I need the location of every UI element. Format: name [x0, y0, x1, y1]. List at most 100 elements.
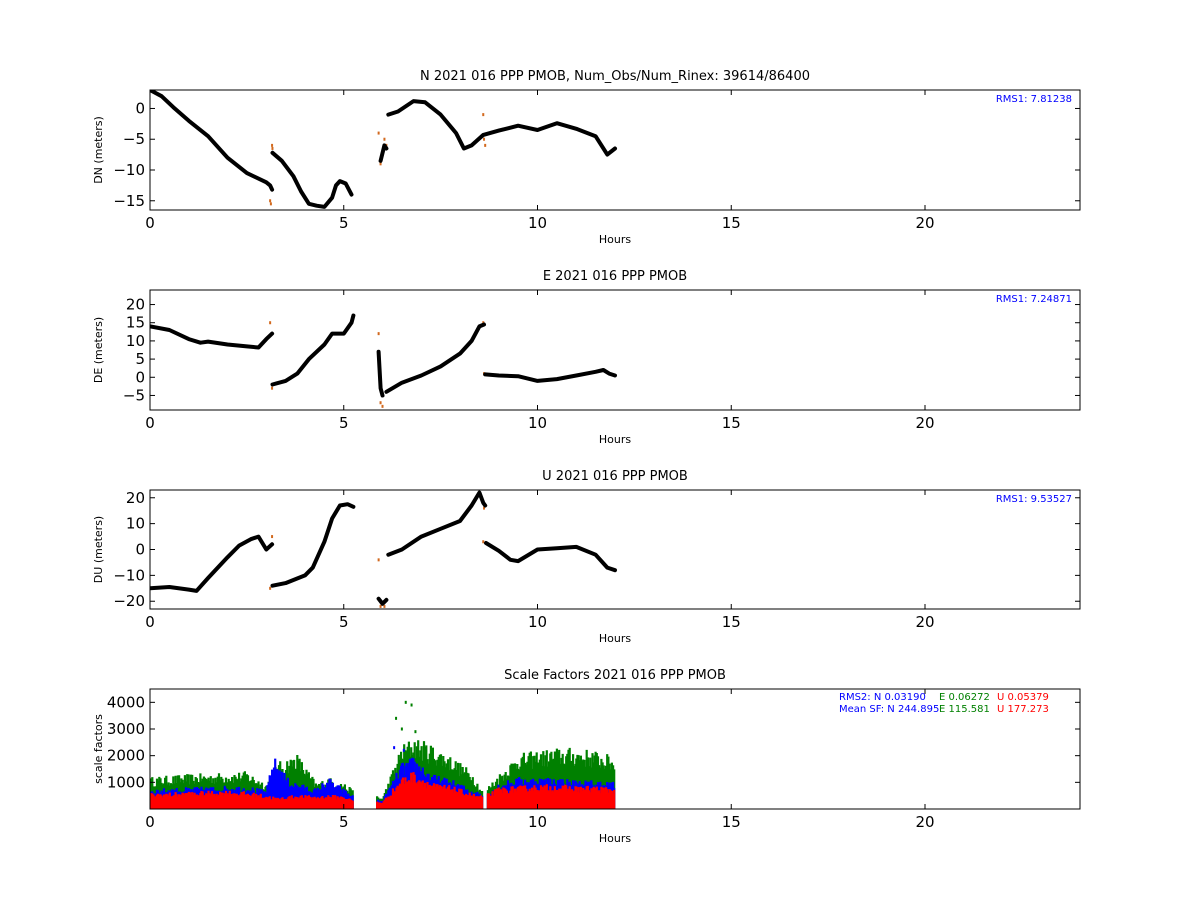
y-axis-label: scale factors: [92, 714, 105, 784]
y-tick-label: −5: [123, 130, 145, 148]
x-tick-label: 15: [722, 214, 741, 232]
x-tick-label: 15: [722, 414, 741, 432]
y-tick-label: −15: [113, 192, 145, 210]
y-tick-label: −10: [113, 566, 145, 584]
y-tick-label: −5: [123, 386, 145, 404]
outlier-point: [269, 199, 272, 203]
plot-frame: [149, 489, 1081, 610]
outlier-point: [379, 162, 382, 166]
x-tick-label: 0: [145, 414, 155, 432]
x-tick-label: 5: [339, 813, 349, 831]
y-tick-label: 15: [126, 314, 145, 332]
series-track: [376, 349, 385, 398]
y-tick-label: 0: [135, 368, 145, 386]
plot-data: [150, 90, 617, 209]
outlier-point: [269, 202, 272, 206]
series-track: [384, 322, 486, 394]
x-axis-label: Hours: [599, 832, 631, 845]
rms2-n: RMS2: N 0.03190: [839, 692, 926, 703]
outlier-point: [269, 321, 272, 325]
outlier-point: [383, 137, 386, 141]
outlier-point: [383, 604, 386, 608]
plot-data: [150, 490, 617, 608]
outlier-point: [393, 746, 396, 750]
outlier-point: [484, 143, 487, 147]
chart-title: Scale Factors 2021 016 PPP PMOB: [504, 668, 726, 683]
x-tick-label: 5: [339, 214, 349, 232]
y-tick-label: 10: [126, 332, 145, 350]
y-tick-label: 0: [135, 99, 145, 117]
outlier-point: [402, 748, 405, 752]
plot-data: [150, 700, 616, 809]
series-track: [376, 596, 389, 606]
y-tick-label: 5: [135, 350, 145, 368]
mean-sf-e: E 115.581: [939, 704, 990, 715]
chart-title: U 2021 016 PPP PMOB: [542, 469, 688, 484]
chart-title: E 2021 016 PPP PMOB: [543, 269, 687, 284]
series-track: [483, 368, 617, 383]
y-tick-label: −10: [113, 161, 145, 179]
y-axis-label: DE (meters): [92, 317, 105, 383]
y-tick-label: 10: [126, 515, 145, 533]
series-track: [386, 99, 617, 157]
outlier-point: [377, 131, 380, 135]
rms2-u: U 0.05379: [997, 692, 1049, 703]
y-tick-label: 2000: [107, 747, 145, 765]
outlier-point: [271, 143, 274, 147]
outlier-point: [269, 586, 272, 590]
x-tick-label: 20: [915, 613, 934, 631]
plot-frame: [149, 289, 1081, 411]
outlier-point: [483, 506, 486, 510]
y-axis-label: DN (meters): [92, 116, 105, 184]
outlier-point: [483, 137, 486, 141]
series-track: [270, 150, 354, 209]
series-track: [270, 502, 356, 588]
outlier-point: [400, 727, 403, 731]
scale-series-U: [150, 772, 616, 809]
y-tick-label: 20: [126, 489, 145, 507]
series-track: [150, 324, 275, 350]
y-tick-label: 4000: [107, 693, 145, 711]
y-tick-label: 20: [126, 296, 145, 314]
x-tick-label: 20: [915, 414, 934, 432]
outlier-point: [377, 332, 380, 336]
outlier-point: [271, 146, 274, 150]
series-track: [386, 490, 488, 557]
chart-panel-3: U 2021 016 PPP PMOB Hours DU (meters) 0 5 10 1…: [92, 469, 1081, 645]
outlier-point: [404, 700, 407, 704]
series-track: [150, 534, 275, 593]
x-tick-label: 0: [145, 214, 155, 232]
outlier-point: [381, 803, 384, 807]
x-tick-label: 20: [915, 214, 934, 232]
x-axis-label: Hours: [599, 233, 631, 246]
x-tick-label: 10: [528, 813, 547, 831]
rms2-e: E 0.06272: [939, 692, 990, 703]
x-tick-label: 5: [339, 613, 349, 631]
x-tick-label: 0: [145, 813, 155, 831]
outlier-point: [410, 703, 413, 707]
outlier-point: [482, 540, 485, 544]
rms-annotation: RMS1: 7.24871: [996, 294, 1072, 305]
x-tick-label: 10: [528, 613, 547, 631]
y-tick-label: 1000: [107, 773, 145, 791]
outlier-point: [395, 716, 398, 720]
plot-frame: [149, 89, 1081, 211]
plot-frame: [149, 688, 1081, 810]
outlier-point: [377, 558, 380, 562]
plot-data: [150, 313, 617, 408]
y-tick-label: 0: [135, 541, 145, 559]
outlier-point: [379, 604, 382, 608]
y-axis-label: DU (meters): [92, 516, 105, 583]
outlier-point: [271, 535, 274, 539]
x-tick-label: 15: [722, 613, 741, 631]
series-track: [150, 90, 275, 192]
x-tick-label: 20: [915, 813, 934, 831]
chart-panel-1: N 2021 016 PPP PMOB, Num_Obs/Num_Rinex: …: [92, 69, 1081, 246]
outlier-point: [381, 404, 384, 408]
outlier-point: [482, 113, 485, 117]
chart-title: N 2021 016 PPP PMOB, Num_Obs/Num_Rinex: …: [420, 69, 810, 84]
series-track: [270, 313, 356, 387]
outlier-point: [414, 730, 417, 734]
